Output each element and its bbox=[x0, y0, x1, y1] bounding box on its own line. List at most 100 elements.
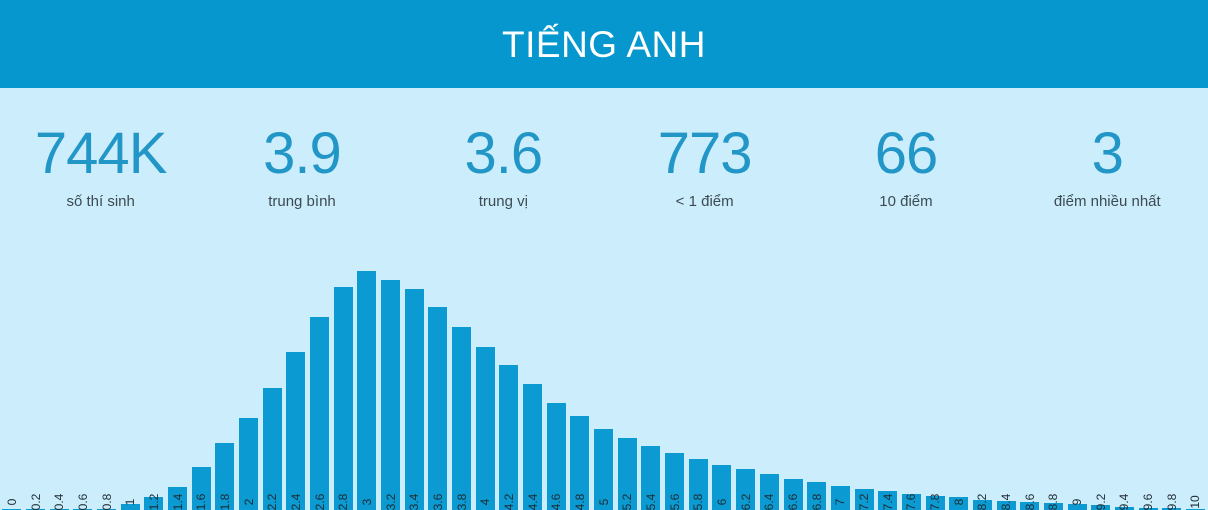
histogram-bar[interactable] bbox=[49, 508, 69, 510]
histogram-bar[interactable] bbox=[854, 489, 874, 510]
histogram-bar-cell[interactable]: 9.2 bbox=[1089, 260, 1113, 510]
histogram-bar[interactable] bbox=[972, 499, 992, 510]
histogram-bar[interactable] bbox=[1091, 505, 1111, 510]
histogram-bar-cell[interactable]: 7.4 bbox=[876, 260, 900, 510]
histogram-bar[interactable] bbox=[1114, 506, 1134, 510]
histogram-bar[interactable] bbox=[712, 464, 732, 510]
histogram-bar[interactable] bbox=[665, 453, 685, 510]
histogram-bar-cell[interactable]: 7 bbox=[829, 260, 853, 510]
histogram-bar[interactable] bbox=[381, 279, 401, 510]
histogram-bar[interactable] bbox=[1043, 503, 1063, 510]
histogram-bar-cell[interactable]: 6.6 bbox=[781, 260, 805, 510]
histogram-bar-cell[interactable]: 4 bbox=[473, 260, 497, 510]
histogram-bar-cell[interactable]: 10 bbox=[1184, 260, 1208, 510]
histogram-bar[interactable] bbox=[878, 491, 898, 510]
histogram-bar-cell[interactable]: 0.2 bbox=[24, 260, 48, 510]
histogram-bar-cell[interactable]: 5 bbox=[592, 260, 616, 510]
histogram-bar-cell[interactable]: 7.2 bbox=[852, 260, 876, 510]
histogram-bar-cell[interactable]: 4.6 bbox=[544, 260, 568, 510]
histogram-bar-cell[interactable]: 2.8 bbox=[331, 260, 355, 510]
histogram-bar[interactable] bbox=[97, 508, 117, 510]
histogram-bar-cell[interactable]: 6.8 bbox=[805, 260, 829, 510]
histogram-bar[interactable] bbox=[949, 497, 969, 510]
histogram-bar[interactable] bbox=[996, 500, 1016, 510]
histogram-bar[interactable] bbox=[2, 508, 22, 510]
histogram-bar[interactable] bbox=[546, 403, 566, 510]
histogram-bar-cell[interactable]: 9.8 bbox=[1160, 260, 1184, 510]
histogram-bar-cell[interactable]: 8 bbox=[947, 260, 971, 510]
histogram-bar[interactable] bbox=[333, 286, 353, 510]
histogram-bar[interactable] bbox=[239, 418, 259, 510]
histogram-bar-cell[interactable]: 1.2 bbox=[142, 260, 166, 510]
histogram-bar[interactable] bbox=[120, 504, 140, 510]
histogram-bar[interactable] bbox=[191, 467, 211, 510]
histogram-bar[interactable] bbox=[499, 364, 519, 510]
histogram-bar[interactable] bbox=[570, 415, 590, 510]
histogram-bar[interactable] bbox=[168, 486, 188, 510]
histogram-bar-cell[interactable]: 0.6 bbox=[71, 260, 95, 510]
histogram-bar[interactable] bbox=[428, 306, 448, 510]
histogram-bar-cell[interactable]: 5.4 bbox=[639, 260, 663, 510]
histogram-bar[interactable] bbox=[144, 497, 164, 510]
histogram-bar[interactable] bbox=[523, 384, 543, 510]
histogram-bar-cell[interactable]: 9.4 bbox=[1113, 260, 1137, 510]
histogram-bar-cell[interactable]: 4.8 bbox=[568, 260, 592, 510]
histogram-bar[interactable] bbox=[1185, 508, 1205, 510]
histogram-bar-cell[interactable]: 4.2 bbox=[497, 260, 521, 510]
histogram-bar[interactable] bbox=[215, 442, 235, 510]
histogram-bar[interactable] bbox=[783, 478, 803, 510]
histogram-bar[interactable] bbox=[641, 446, 661, 510]
histogram-bar-cell[interactable]: 5.2 bbox=[615, 260, 639, 510]
histogram-bar-cell[interactable]: 2 bbox=[237, 260, 261, 510]
histogram-bar-cell[interactable]: 8.2 bbox=[971, 260, 995, 510]
histogram-bar[interactable] bbox=[73, 508, 93, 510]
histogram-bar[interactable] bbox=[594, 428, 614, 510]
histogram-bar-cell[interactable]: 2.2 bbox=[260, 260, 284, 510]
histogram-bar-cell[interactable]: 6 bbox=[710, 260, 734, 510]
histogram-bar[interactable] bbox=[310, 317, 330, 510]
histogram-bar-cell[interactable]: 1.6 bbox=[189, 260, 213, 510]
histogram-bar-cell[interactable]: 0.8 bbox=[95, 260, 119, 510]
histogram-bar-cell[interactable]: 8.6 bbox=[1018, 260, 1042, 510]
histogram-bar[interactable] bbox=[357, 270, 377, 510]
histogram-bar[interactable] bbox=[830, 485, 850, 510]
histogram-bar-cell[interactable]: 7.8 bbox=[923, 260, 947, 510]
histogram-bar-cell[interactable]: 1.4 bbox=[166, 260, 190, 510]
histogram-bar-cell[interactable]: 5.6 bbox=[663, 260, 687, 510]
histogram-bar[interactable] bbox=[1067, 504, 1087, 510]
histogram-bar-cell[interactable]: 0 bbox=[0, 260, 24, 510]
histogram-bar-cell[interactable]: 5.8 bbox=[686, 260, 710, 510]
histogram-bar-cell[interactable]: 1 bbox=[118, 260, 142, 510]
histogram-bar[interactable] bbox=[759, 474, 779, 510]
histogram-bar-cell[interactable]: 2.6 bbox=[308, 260, 332, 510]
histogram-bar-cell[interactable]: 3.2 bbox=[379, 260, 403, 510]
histogram-bar-cell[interactable]: 9.6 bbox=[1136, 260, 1160, 510]
histogram-bar[interactable] bbox=[688, 458, 708, 510]
histogram-bar[interactable] bbox=[1020, 501, 1040, 510]
histogram-bar-cell[interactable]: 1.8 bbox=[213, 260, 237, 510]
histogram-bar-cell[interactable]: 8.8 bbox=[1042, 260, 1066, 510]
histogram-bar-cell[interactable]: 6.4 bbox=[758, 260, 782, 510]
histogram-bar[interactable] bbox=[262, 387, 282, 510]
histogram-bar-cell[interactable]: 2.4 bbox=[284, 260, 308, 510]
histogram-bar[interactable] bbox=[452, 327, 472, 510]
histogram-bar-cell[interactable]: 0.4 bbox=[47, 260, 71, 510]
histogram-bar-cell[interactable]: 3 bbox=[355, 260, 379, 510]
histogram-bar-cell[interactable]: 7.6 bbox=[900, 260, 924, 510]
histogram-bar-cell[interactable]: 6.2 bbox=[734, 260, 758, 510]
histogram-bar[interactable] bbox=[617, 437, 637, 510]
histogram-bar[interactable] bbox=[404, 289, 424, 510]
histogram-bar-cell[interactable]: 8.4 bbox=[994, 260, 1018, 510]
histogram-bar[interactable] bbox=[286, 351, 306, 510]
histogram-bar-cell[interactable]: 3.6 bbox=[426, 260, 450, 510]
histogram-bar-cell[interactable]: 3.8 bbox=[450, 260, 474, 510]
histogram-bar[interactable] bbox=[1138, 507, 1158, 510]
histogram-bar[interactable] bbox=[475, 347, 495, 510]
histogram-bar-cell[interactable]: 9 bbox=[1065, 260, 1089, 510]
histogram-bar[interactable] bbox=[26, 508, 45, 510]
histogram-bar[interactable] bbox=[1162, 507, 1182, 510]
histogram-bar[interactable] bbox=[901, 493, 921, 510]
histogram-bar[interactable] bbox=[925, 496, 945, 510]
histogram-bar[interactable] bbox=[807, 482, 827, 510]
histogram-bar[interactable] bbox=[736, 469, 756, 510]
